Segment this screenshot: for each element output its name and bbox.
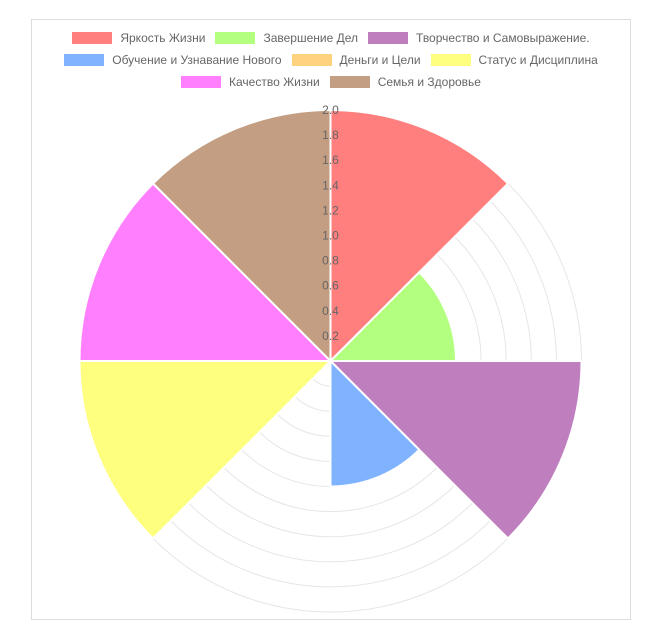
- legend-label: Завершение Дел: [263, 31, 359, 45]
- tick-label: 0.2: [322, 329, 339, 343]
- sector-3[interactable]: [329, 358, 421, 488]
- sector-6[interactable]: [78, 182, 333, 362]
- legend-item-creativity[interactable]: Творчество и Самовыражение.: [368, 31, 590, 45]
- sector-5[interactable]: [78, 360, 333, 540]
- tick-label: 2.0: [322, 103, 339, 117]
- tick-label: 1.4: [322, 178, 339, 192]
- tick-label: 0.6: [322, 279, 339, 293]
- sector-7[interactable]: [151, 108, 332, 364]
- legend-swatch: [181, 76, 221, 88]
- legend-swatch: [368, 32, 409, 44]
- legend-item-quality[interactable]: Качество Жизни: [181, 75, 320, 89]
- legend-swatch: [64, 54, 105, 66]
- legend-swatch: [72, 32, 113, 44]
- tick-label: 0.4: [322, 304, 339, 318]
- legend-item-money[interactable]: Деньги и Цели: [291, 53, 421, 67]
- tick-label: 1.2: [322, 203, 339, 217]
- tick-label: 1.0: [322, 229, 339, 243]
- legend-label: Семья и Здоровье: [377, 75, 481, 89]
- legend-swatch: [215, 32, 256, 44]
- legend-swatch: [430, 54, 471, 66]
- sector-1[interactable]: [328, 270, 458, 362]
- legend-swatch: [291, 54, 332, 66]
- chart-legend: Яркость Жизни Завершение Дел Творчество …: [31, 27, 631, 93]
- legend-swatch: [329, 76, 370, 88]
- legend-row: Обучение и Узнавание Нового Деньги и Цел…: [31, 49, 631, 71]
- legend-label: Обучение и Узнавание Нового: [112, 53, 282, 67]
- legend-row: Качество Жизни Семья и Здоровье: [31, 71, 631, 93]
- tick-label: 1.8: [322, 128, 339, 142]
- legend-label: Качество Жизни: [229, 75, 320, 89]
- sector-0[interactable]: [329, 108, 510, 364]
- legend-label: Статус и Дисциплина: [478, 53, 598, 67]
- legend-item-completion[interactable]: Завершение Дел: [215, 31, 358, 45]
- legend-item-status[interactable]: Статус и Дисциплина: [430, 53, 598, 67]
- radial-tick-labels: 0.2 0.4 0.6 0.8 1.0 1.2 1.4 1.6 1.8 2.0: [322, 103, 339, 343]
- legend-label: Деньги и Цели: [339, 53, 421, 67]
- legend-item-family[interactable]: Семья и Здоровье: [329, 75, 481, 89]
- legend-item-brightness[interactable]: Яркость Жизни: [72, 31, 205, 45]
- legend-label: Творчество и Самовыражение.: [416, 31, 590, 45]
- legend-row: Яркость Жизни Завершение Дел Творчество …: [31, 27, 631, 49]
- tick-label: 1.6: [322, 153, 339, 167]
- tick-label: 0.8: [322, 254, 339, 268]
- legend-item-learning[interactable]: Обучение и Узнавание Нового: [64, 53, 282, 67]
- chart-sectors: [78, 108, 583, 540]
- legend-label: Яркость Жизни: [120, 31, 206, 45]
- sector-2[interactable]: [328, 360, 583, 540]
